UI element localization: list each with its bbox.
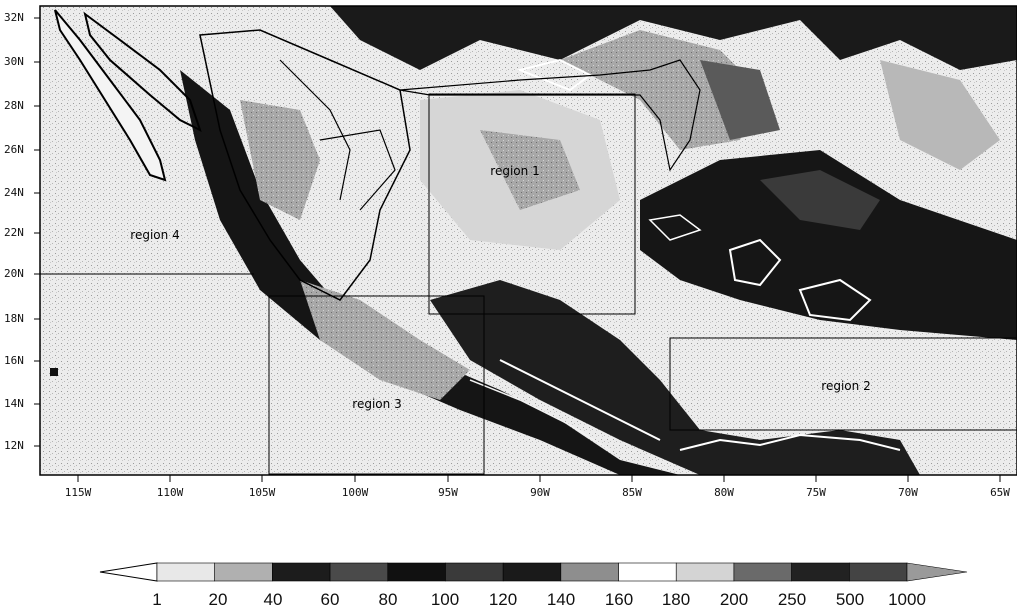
colorbar-label: 100 xyxy=(430,590,460,609)
colorbar-label: 200 xyxy=(719,590,749,609)
lat-label: 18N xyxy=(4,312,24,325)
colorbar-label: 500 xyxy=(835,590,865,609)
lon-label: 75W xyxy=(806,486,826,499)
lat-label: 32N xyxy=(4,11,24,24)
region-4-label: region 4 xyxy=(130,228,180,242)
colorbar-label: 250 xyxy=(777,590,807,609)
lat-label: 16N xyxy=(4,354,24,367)
region-3-box xyxy=(268,295,485,475)
lon-label: 105W xyxy=(248,486,276,499)
lat-label: 28N xyxy=(4,99,24,112)
colorbar xyxy=(99,562,968,582)
colorbar-label: 40 xyxy=(263,590,283,609)
colorbar-max-arrow xyxy=(906,562,968,582)
colorbar-segment xyxy=(272,562,331,582)
colorbar-label: 180 xyxy=(661,590,691,609)
colorbar-segment xyxy=(214,562,273,582)
colorbar-segment xyxy=(675,562,735,582)
lon-label: 110W xyxy=(156,486,184,499)
colorbar-segment xyxy=(387,562,446,582)
colorbar-label: 60 xyxy=(320,590,340,609)
colorbar-segment xyxy=(733,562,792,582)
lon-label: 65W xyxy=(990,486,1010,499)
lat-label: 22N xyxy=(4,226,24,239)
lon-label: 70W xyxy=(898,486,918,499)
colorbar-segment xyxy=(560,562,619,582)
lon-label: 100W xyxy=(341,486,369,499)
region-2-box xyxy=(669,337,1017,431)
map-frame xyxy=(39,5,1017,476)
colorbar-label: 20 xyxy=(208,590,228,609)
colorbar-segment xyxy=(156,562,215,582)
colorbar-label: 120 xyxy=(488,590,518,609)
colorbar-segment xyxy=(791,562,850,582)
lon-label: 90W xyxy=(530,486,550,499)
latitude-ticks xyxy=(34,17,40,447)
lat-label: 12N xyxy=(4,439,24,452)
colorbar-min-arrow xyxy=(99,562,158,582)
region-1-label: region 1 xyxy=(490,164,540,178)
colorbar-segment xyxy=(618,562,677,582)
region-1-box xyxy=(428,93,636,315)
colorbar-segment xyxy=(329,562,389,582)
colorbar-segment xyxy=(502,562,562,582)
colorbar-label: 140 xyxy=(546,590,576,609)
lat-label: 30N xyxy=(4,55,24,68)
lat-label: 14N xyxy=(4,397,24,410)
lat-label: 20N xyxy=(4,267,24,280)
region-2-label: region 2 xyxy=(821,379,871,393)
region-boxes xyxy=(40,93,1017,475)
lon-label: 80W xyxy=(714,486,734,499)
colorbar-segment xyxy=(445,562,504,582)
region-3-label: region 3 xyxy=(352,397,402,411)
precipitation-field xyxy=(40,6,1017,475)
colorbar-label: 80 xyxy=(378,590,398,609)
lat-label: 24N xyxy=(4,186,24,199)
lon-label: 95W xyxy=(438,486,458,499)
colorbar-label: 1 xyxy=(152,590,162,609)
lat-label: 26N xyxy=(4,143,24,156)
longitude-ticks xyxy=(77,475,1001,482)
lon-label: 85W xyxy=(622,486,642,499)
lon-label: 115W xyxy=(64,486,92,499)
colorbar-segment xyxy=(849,562,908,582)
colorbar-label: 160 xyxy=(604,590,634,609)
colorbar-label: 1000 xyxy=(888,590,926,609)
